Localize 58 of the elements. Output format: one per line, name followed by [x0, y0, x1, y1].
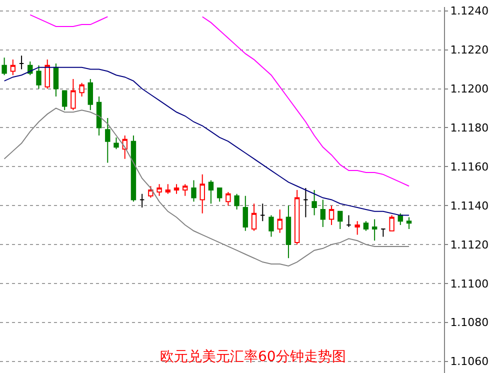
candlestick	[114, 136, 119, 150]
y-tick-label: 1.1240	[450, 4, 489, 18]
candlestick	[130, 134, 136, 202]
y-tick-label: 1.1200	[450, 82, 489, 96]
candlestick	[62, 90, 68, 111]
y-tick-label: 1.1060	[450, 355, 489, 368]
text: 欧元兑美元汇率60分钟走势图	[160, 349, 346, 365]
candlestick	[312, 190, 317, 216]
candlestick	[216, 188, 222, 202]
y-tick-label: 1.1120	[450, 238, 489, 252]
candlestick	[53, 62, 59, 98]
candlestick	[303, 188, 308, 218]
candlestick	[18, 55, 24, 70]
candlestick	[70, 78, 76, 111]
y-tick-label: 1.1080	[450, 316, 489, 330]
y-tick-label: 1.1100	[450, 277, 489, 290]
candlestick	[139, 193, 145, 208]
y-tick-label: 1.1160	[450, 160, 489, 174]
candlestick	[260, 203, 266, 222]
candlestick	[338, 210, 343, 230]
line-series	[4, 108, 410, 266]
candlestick	[363, 220, 369, 232]
candlestick	[380, 228, 386, 238]
candlestick	[251, 203, 257, 232]
candlestick	[328, 205, 334, 226]
candlestick	[389, 214, 394, 232]
candlestick	[372, 218, 378, 242]
candlestick	[242, 195, 248, 232]
candlestick	[200, 174, 205, 214]
candlestick	[36, 64, 42, 90]
candlestick	[182, 184, 188, 196]
candlestick	[277, 208, 282, 234]
candlestick	[10, 59, 16, 76]
candlestick	[286, 205, 292, 259]
candlestick	[105, 117, 110, 164]
candlestick	[354, 220, 360, 236]
candlestick	[208, 180, 214, 204]
candlestick	[191, 180, 196, 202]
candlestick	[165, 184, 171, 194]
candlestick	[156, 184, 162, 196]
candlestick	[234, 193, 240, 210]
y-tick-label: 1.1140	[450, 199, 489, 212]
candlestick	[96, 96, 102, 136]
candlestick	[174, 184, 180, 194]
candlestick	[148, 186, 154, 198]
candlestick	[2, 57, 7, 76]
line-series	[4, 66, 410, 216]
candlestick	[226, 191, 231, 206]
candlestick	[44, 59, 50, 90]
candlestick	[406, 216, 412, 230]
candlestick	[346, 214, 352, 228]
candlestick	[268, 214, 274, 238]
candlestick	[294, 190, 300, 246]
y-tick-label: 1.1180	[450, 122, 489, 135]
y-tick-label: 1.1220	[450, 44, 489, 57]
candlestick	[79, 82, 84, 98]
candlestick	[88, 78, 94, 111]
candlestick	[320, 199, 326, 228]
